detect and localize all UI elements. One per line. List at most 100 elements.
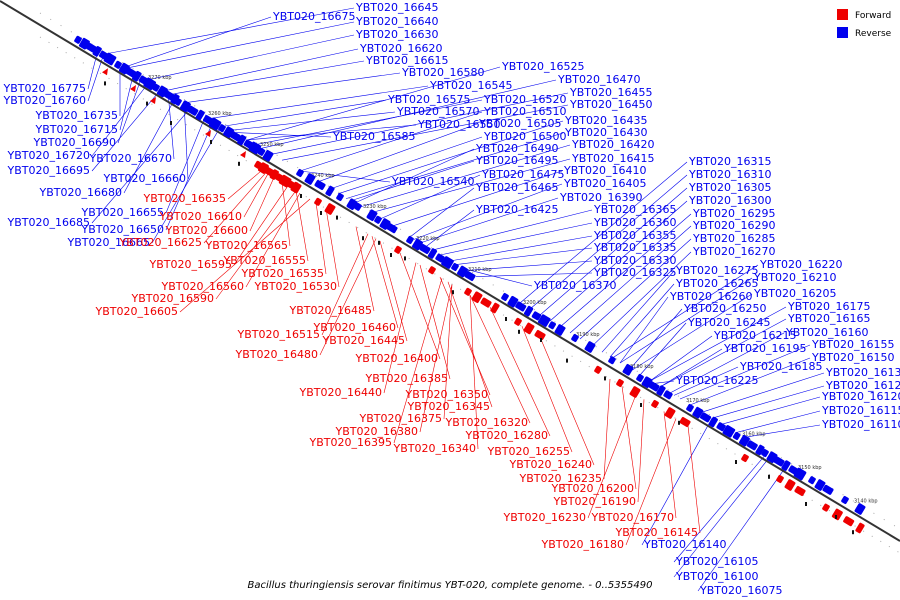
forward-gene-label: YBT020_16200: [551, 482, 634, 495]
small-feature: [566, 358, 568, 363]
reverse-gene-label: YBT020_16310: [688, 168, 771, 181]
kbp-tick-label: 3220 kbp: [416, 236, 440, 242]
reverse-gene: [325, 185, 335, 197]
reverse-gene-leader-line: [611, 264, 759, 359]
forward-gene-label: YBT020_16380: [335, 425, 418, 438]
reverse-gene-leader-line: [629, 308, 683, 370]
reverse-gene-label: YBT020_16695: [7, 164, 90, 177]
forward-gene: [324, 203, 336, 215]
reverse-gene-leader-line: [701, 372, 825, 413]
reverse-gene-label: YBT020_16195: [723, 342, 806, 355]
reverse-gene: [103, 52, 117, 66]
small-feature: [210, 140, 212, 144]
reverse-gene-label: YBT020_16315: [688, 155, 771, 168]
forward-gene-leader-line: [539, 336, 595, 466]
reverse-gene-leader-line: [123, 96, 177, 194]
reverse-gene-label: YBT020_16210: [753, 271, 836, 284]
kbp-tick-label: 3160 kbp: [742, 431, 766, 437]
reverse-gene-leader-line: [299, 111, 483, 172]
kbp-tick-label: 3200 kbp: [523, 300, 547, 306]
small-feature: [390, 253, 392, 257]
reverse-gene-label: YBT020_16520: [483, 93, 566, 106]
reverse-gene-leader-line: [653, 380, 675, 384]
forward-gene-label: YBT020_16605: [95, 305, 178, 318]
reverse-gene: [608, 356, 616, 365]
reverse-gene-label: YBT020_16455: [569, 86, 652, 99]
reverse-gene-label: YBT020_16545: [429, 79, 512, 92]
forward-gene: [262, 164, 268, 172]
reverse-gene: [114, 60, 122, 69]
reverse-gene: [262, 150, 274, 162]
legend-forward-label: Forward: [855, 11, 891, 21]
forward-gene-label: YBT020_16485: [289, 304, 372, 317]
reverse-gene-label: YBT020_16290: [692, 219, 775, 232]
reverse-gene-leader-line: [659, 318, 787, 388]
forward-gene-label: YBT020_16395: [309, 436, 392, 449]
reverse-gene-label: YBT020_16680: [39, 186, 122, 199]
reverse-gene: [554, 324, 566, 336]
kbp-tick-label: 3240 kbp: [311, 173, 335, 179]
reverse-gene: [716, 422, 726, 432]
reverse-gene-label: YBT020_16285: [692, 232, 775, 245]
forward-gene-label: YBT020_16400: [355, 352, 438, 365]
forward-gene: [205, 130, 211, 137]
forward-gene-label: YBT020_16625: [119, 236, 202, 249]
reverse-gene-leader-line: [609, 283, 675, 358]
forward-gene-leader-line: [469, 294, 479, 450]
reverse-gene: [195, 109, 205, 121]
reverse-gene-label: YBT020_16335: [593, 241, 676, 254]
reverse-gene-label: YBT020_16325: [593, 266, 676, 279]
reverse-gene-label: YBT020_16130: [825, 366, 900, 379]
reverse-gene: [746, 440, 758, 451]
forward-gene-label: YBT020_16600: [165, 224, 248, 237]
reverse-gene: [366, 209, 378, 221]
reverse-gene-label: YBT020_16260: [669, 290, 752, 303]
reverse-gene: [656, 385, 666, 396]
reverse-gene-leader-line: [271, 92, 569, 155]
reverse-gene-leader-line: [439, 222, 593, 256]
forward-gene-leader-line: [625, 418, 677, 546]
small-feature: [805, 502, 807, 506]
reverse-gene-leader-line: [711, 385, 825, 419]
reverse-gene: [548, 321, 556, 330]
legend-reverse-label: Reverse: [855, 29, 892, 39]
small-feature: [362, 236, 364, 241]
reverse-gene-leader-line: [91, 80, 151, 157]
reverse-gene-leader-line: [261, 79, 557, 149]
kbp-tick-label: 3210 kbp: [468, 267, 492, 273]
reverse-gene: [700, 412, 712, 423]
reverse-gene-label: YBT020_16450: [569, 98, 652, 111]
forward-gene-leader-line: [233, 185, 289, 266]
reverse-gene-label: YBT020_16735: [35, 109, 118, 122]
reverse-gene-leader-line: [255, 99, 483, 145]
forward-gene-leader-line: [469, 294, 531, 424]
reverse-gene-label: YBT020_16475: [481, 168, 564, 181]
forward-gene-label: YBT020_16280: [465, 429, 548, 442]
reverse-gene-label: YBT020_16500: [483, 130, 566, 143]
reverse-gene: [708, 416, 718, 428]
reverse-gene-label: YBT020_16715: [35, 123, 118, 136]
forward-gene-label: YBT020_16555: [223, 254, 306, 267]
reverse-gene-label: YBT020_16655: [81, 206, 164, 219]
reverse-gene-label: YBT020_16465: [475, 181, 558, 194]
kbp-tick-label: 3180 kbp: [630, 364, 654, 370]
forward-gene-leader-line: [393, 278, 443, 444]
reverse-gene-leader-line: [697, 463, 789, 592]
reverse-gene: [386, 223, 398, 234]
forward-gene-leader-line: [227, 169, 263, 200]
forward-gene-label: YBT020_16230: [503, 511, 586, 524]
reverse-gene-leader-line: [569, 225, 692, 334]
forward-gene: [269, 169, 279, 180]
reverse-gene-leader-line: [104, 7, 355, 55]
reverse-gene-label: YBT020_16410: [563, 164, 646, 177]
reverse-gene-label: YBT020_16075: [699, 584, 782, 597]
reverse-gene: [406, 236, 414, 244]
reverse-gene-leader-line: [127, 21, 355, 69]
reverse-gene-label: YBT020_16330: [593, 254, 676, 267]
forward-gene-label: YBT020_16595: [149, 258, 232, 271]
reverse-gene-label: YBT020_16420: [571, 138, 654, 151]
forward-gene: [428, 266, 436, 275]
reverse-gene: [537, 314, 551, 327]
reverse-gene: [85, 42, 97, 53]
reverse-gene-label: YBT020_16435: [564, 114, 647, 127]
